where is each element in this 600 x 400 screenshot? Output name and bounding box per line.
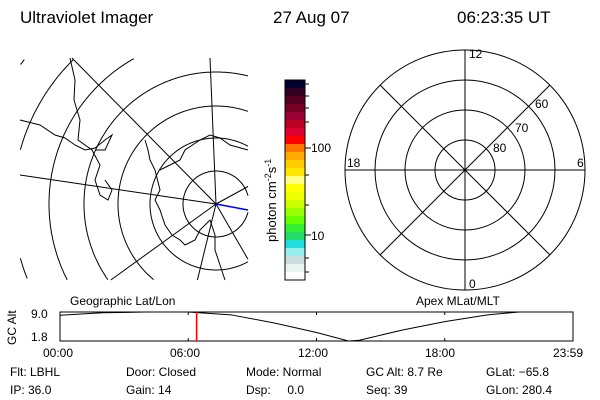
geographic-label: Geographic Lat/Lon: [70, 294, 176, 308]
colorbar-swatch: [285, 168, 305, 177]
lat-label-60: 60: [535, 97, 549, 111]
colorbar-swatch: [285, 136, 305, 145]
gain-status: Gain: 14: [126, 383, 172, 397]
colorbar-swatch: [285, 160, 305, 169]
colorbar-unit-text: photon cm: [264, 181, 279, 242]
colorbar-swatch: [285, 248, 305, 257]
dsp-status: Dsp: 0.0: [246, 383, 305, 397]
mlt-label-6: 6: [577, 156, 584, 170]
chart-frame: [59, 311, 574, 342]
latitude-circle: [182, 170, 249, 238]
colorbar-unit-s: s: [264, 166, 279, 173]
latitude-circle: [48, 58, 135, 281]
filter-status: Flt: LBHL: [10, 365, 61, 379]
mlt-label-18: 18: [347, 156, 361, 170]
colorbar-unit-label: photon cm-2s-1: [263, 159, 279, 242]
meridian-line: [71, 57, 217, 205]
colorbar-swatch: [285, 152, 305, 161]
ytick-1.8: 1.8: [31, 330, 48, 344]
colorbar-swatch: [285, 112, 305, 121]
colorbar-swatch: [285, 256, 305, 265]
colorbar: [284, 79, 311, 281]
xtick-1800: 18:00: [425, 346, 456, 360]
meridian-line: [196, 203, 217, 281]
colorbar-swatch: [285, 272, 305, 281]
coastline: [19, 119, 114, 151]
gc-alt-axis-label: GC Alt: [5, 310, 19, 345]
glat-status: GLat: −65.8: [486, 365, 550, 379]
meridian-line: [215, 203, 249, 260]
coastline: [159, 134, 249, 171]
altitude-chart: [59, 311, 574, 342]
glon-status: GLon: 280.4: [486, 383, 553, 397]
colorbar-tick-10: 10: [311, 229, 325, 243]
xtick-0600: 06:00: [170, 346, 201, 360]
latitude-circle: [19, 258, 28, 279]
colorbar-swatch: [285, 216, 305, 225]
xtick-2359: 23:59: [553, 346, 584, 360]
colorbar-swatch: [285, 184, 305, 193]
coastline: [69, 57, 113, 201]
mlt-label-0: 0: [469, 277, 476, 291]
meridian-line: [215, 186, 249, 205]
xtick-0000: 00:00: [43, 346, 74, 360]
xtick-1200: 12:00: [298, 346, 329, 360]
latitude-circle: [83, 71, 249, 281]
ytick-9: 9.0: [31, 307, 48, 321]
geographic-map: [19, 57, 249, 281]
mlt-label-12: 12: [469, 47, 483, 61]
date-label: 27 Aug 07: [273, 8, 350, 27]
instrument-title: Ultraviolet Imager: [20, 8, 154, 27]
colorbar-swatch: [285, 224, 305, 233]
colorbar-swatch: [285, 208, 305, 217]
colorbar-swatch: [285, 144, 305, 153]
colorbar-swatch: [285, 232, 305, 241]
seq-status: Seq: 39: [366, 383, 408, 397]
colorbar-swatch: [285, 88, 305, 97]
meridian-line: [209, 57, 217, 205]
ip-status: IP: 36.0: [10, 383, 52, 397]
apex-label: Apex MLat/MLT: [416, 294, 500, 308]
mode-status: Mode: Normal: [246, 365, 322, 379]
meridian-line: [110, 203, 217, 281]
colorbar-swatch: [285, 104, 305, 113]
colorbar-tick-100: 100: [311, 141, 332, 155]
door-status: Door: Closed: [126, 365, 197, 379]
colorbar-swatch: [285, 96, 305, 105]
colorbar-swatch: [285, 80, 305, 89]
coastline: [144, 139, 226, 281]
colorbar-swatch: [285, 264, 305, 273]
orbit-track: [215, 203, 249, 211]
colorbar-swatch: [285, 192, 305, 201]
latitude-circle: [117, 105, 249, 281]
gc-alt-status: GC Alt: 8.7 Re: [366, 365, 443, 379]
lat-label-70: 70: [515, 121, 529, 135]
colorbar-swatch: [285, 176, 305, 185]
latitude-circle: [149, 137, 249, 271]
apex-polar-plot: [344, 49, 586, 291]
colorbar-swatch: [285, 120, 305, 129]
latitude-circle: [19, 58, 75, 150]
colorbar-swatch: [285, 200, 305, 209]
colorbar-unit-exp2: -1: [263, 159, 273, 167]
colorbar-frame: [284, 79, 306, 281]
altitude-line: [59, 311, 573, 342]
mlt-axis: [379, 84, 551, 256]
colorbar-swatch: [285, 240, 305, 249]
colorbar-swatch: [285, 128, 305, 137]
time-label: 06:23:35 UT: [457, 8, 551, 27]
meridian-line: [19, 174, 217, 205]
lat-label-80: 80: [493, 141, 507, 155]
latitude-circle: [20, 59, 25, 65]
colorbar-unit-exp1: -2: [263, 173, 273, 181]
